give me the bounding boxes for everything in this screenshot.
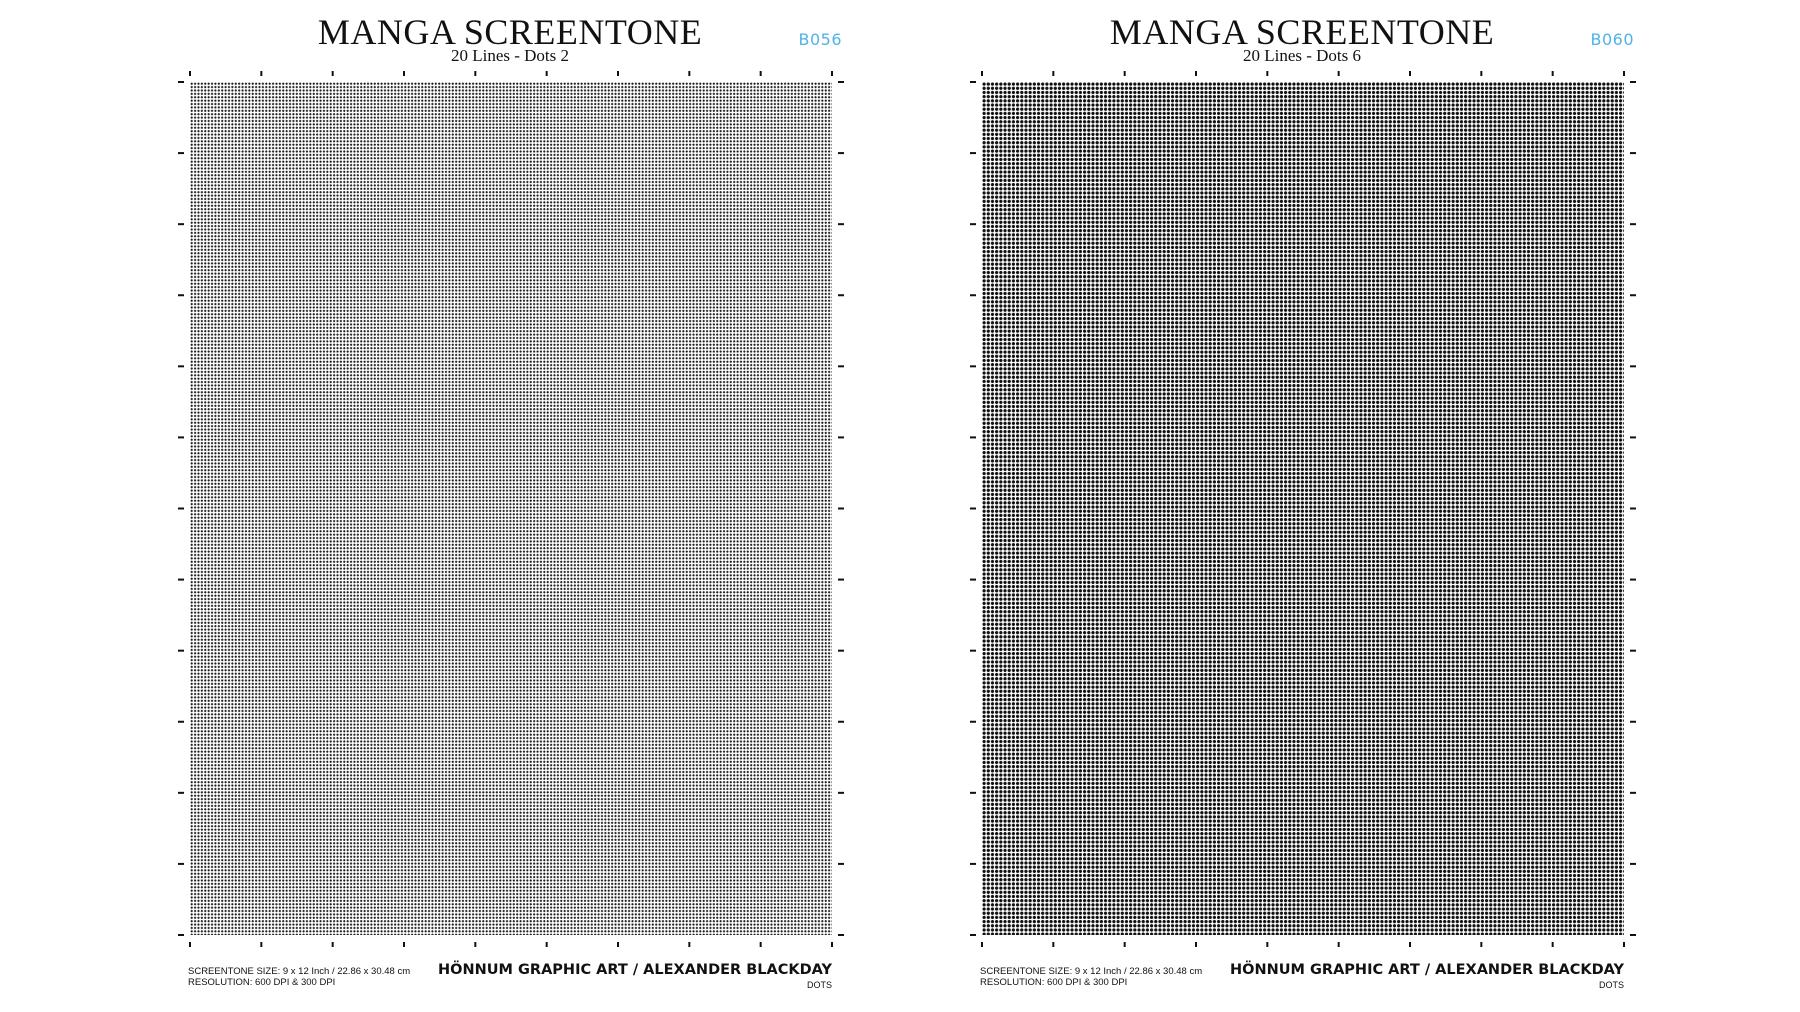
sheet-code: B060 <box>1590 30 1634 49</box>
ruler-ticks <box>178 71 844 947</box>
category-label: DOTS <box>806 980 832 990</box>
credit-line: HÖNNUM GRAPHIC ART / ALEXANDER BLACKDAY <box>438 962 832 978</box>
sheet-subtitle: 20 Lines - Dots 6 <box>1242 46 1362 65</box>
size-info: SCREENTONE SIZE: 9 x 12 Inch / 22.86 x 3… <box>188 966 410 988</box>
screentone-pattern-dark <box>982 82 1624 935</box>
screentone-pattern-light <box>190 82 832 935</box>
ruler-ticks <box>970 71 1636 947</box>
sheet-title: MANGA SCREENTONE <box>317 12 703 52</box>
screentone-sheet-b060: MANGA SCREENTONE 20 Lines - Dots 6 B060 … <box>952 0 1652 1012</box>
sheet-subtitle: 20 Lines - Dots 2 <box>450 46 570 65</box>
screentone-sheet-b056: MANGA SCREENTONE 20 Lines - Dots 2 B056 … <box>160 0 860 1012</box>
resolution-line: RESOLUTION: 600 DPI & 300 DPI <box>188 977 336 988</box>
credit-line: HÖNNUM GRAPHIC ART / ALEXANDER BLACKDAY <box>1230 962 1624 978</box>
sheet-code: B056 <box>798 30 842 49</box>
category-label: DOTS <box>1598 980 1624 990</box>
size-line: SCREENTONE SIZE: 9 x 12 Inch / 22.86 x 3… <box>188 966 411 977</box>
size-info: SCREENTONE SIZE: 9 x 12 Inch / 22.86 x 3… <box>980 966 1202 988</box>
sheet-title: MANGA SCREENTONE <box>1109 12 1495 52</box>
resolution-line: RESOLUTION: 600 DPI & 300 DPI <box>980 977 1128 988</box>
size-line: SCREENTONE SIZE: 9 x 12 Inch / 22.86 x 3… <box>980 966 1203 977</box>
